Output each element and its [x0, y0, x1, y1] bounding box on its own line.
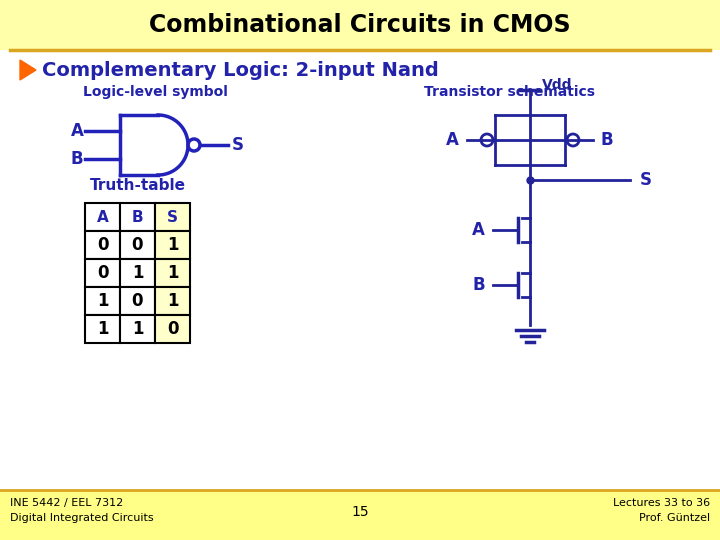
Bar: [120, 287, 155, 315]
Bar: [120, 315, 155, 343]
Bar: [85, 315, 120, 343]
Polygon shape: [20, 60, 36, 80]
Bar: [155, 259, 190, 287]
Text: 0: 0: [132, 236, 143, 254]
Text: B: B: [601, 131, 613, 149]
Bar: [155, 203, 190, 231]
Text: A: A: [96, 210, 109, 225]
Text: S: S: [232, 136, 244, 154]
Bar: [155, 315, 190, 343]
Text: 1: 1: [167, 292, 179, 310]
Text: Vdd: Vdd: [542, 78, 572, 92]
Text: Lectures 33 to 36: Lectures 33 to 36: [613, 498, 710, 508]
Text: 1: 1: [132, 320, 143, 338]
Bar: [85, 259, 120, 287]
Bar: [85, 287, 120, 315]
Bar: [120, 259, 155, 287]
Text: Logic-level symbol: Logic-level symbol: [83, 85, 228, 99]
Bar: [85, 203, 120, 231]
Text: 1: 1: [96, 320, 108, 338]
Text: 1: 1: [167, 236, 179, 254]
Bar: [0, 50, 720, 490]
Text: S: S: [167, 210, 178, 225]
Bar: [120, 231, 155, 259]
Text: Digital Integrated Circuits: Digital Integrated Circuits: [10, 513, 153, 523]
Text: A: A: [472, 221, 485, 239]
Bar: [85, 231, 120, 259]
Text: 15: 15: [351, 505, 369, 519]
Text: A: A: [446, 131, 459, 149]
Text: INE 5442 / EEL 7312: INE 5442 / EEL 7312: [10, 498, 123, 508]
Text: S: S: [640, 171, 652, 189]
Text: Transistor schematics: Transistor schematics: [425, 85, 595, 99]
Text: 0: 0: [96, 236, 108, 254]
Text: 1: 1: [132, 264, 143, 282]
Text: Complementary Logic: 2-input Nand: Complementary Logic: 2-input Nand: [42, 60, 438, 79]
Text: 0: 0: [132, 292, 143, 310]
Bar: [0, 490, 720, 540]
Bar: [120, 203, 155, 231]
Text: A: A: [71, 122, 84, 140]
Text: Prof. Güntzel: Prof. Güntzel: [639, 513, 710, 523]
Bar: [0, 490, 720, 540]
Text: B: B: [132, 210, 143, 225]
Text: 0: 0: [167, 320, 179, 338]
Text: B: B: [472, 276, 485, 294]
Text: 0: 0: [96, 264, 108, 282]
Text: Combinational Circuits in CMOS: Combinational Circuits in CMOS: [149, 13, 571, 37]
Text: 1: 1: [167, 264, 179, 282]
Bar: [0, 0, 720, 50]
Bar: [155, 287, 190, 315]
Text: B: B: [71, 150, 84, 168]
Text: 1: 1: [96, 292, 108, 310]
Text: Truth-table: Truth-table: [89, 178, 186, 192]
Bar: [155, 231, 190, 259]
